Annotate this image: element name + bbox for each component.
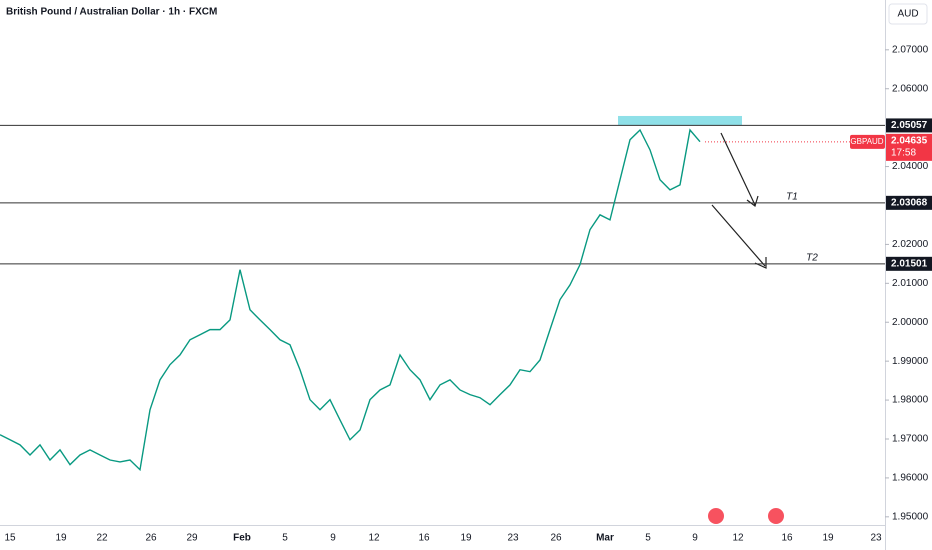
- y-tick-label: 2.07000: [892, 44, 929, 55]
- target-label: T1: [786, 191, 798, 202]
- currency-box[interactable]: [888, 3, 928, 25]
- x-tick-label: 26: [145, 533, 157, 544]
- x-tick-label: 19: [822, 533, 834, 544]
- x-tick-label: 23: [870, 533, 882, 544]
- x-tick-label: 16: [418, 533, 430, 544]
- x-tick-label: 15: [4, 533, 16, 544]
- arrow-t1: [720, 132, 759, 207]
- x-tick-label: 19: [460, 533, 472, 544]
- event-icons: [708, 508, 784, 524]
- arrow-t2: [711, 204, 767, 269]
- x-tick-label: 26: [550, 533, 562, 544]
- symbol-tag: [850, 134, 885, 149]
- y-tick-label: 2.04000: [892, 161, 929, 172]
- chart-title: British Pound / Australian Dollar · 1h ·…: [6, 7, 217, 18]
- y-tick-label: 1.99000: [892, 356, 929, 367]
- y-tick-label: 1.96000: [892, 473, 929, 484]
- x-tick-label: 9: [692, 533, 698, 544]
- y-tick-label: 2.02000: [892, 239, 929, 250]
- event-icon[interactable]: [708, 508, 724, 524]
- x-tick-label: 12: [368, 533, 380, 544]
- level-label-box: [886, 256, 932, 271]
- x-tick-label: Feb: [233, 533, 251, 544]
- price-tag-label: 2.04635: [891, 135, 928, 146]
- x-tick-label: 5: [645, 533, 651, 544]
- currency-label[interactable]: AUD: [897, 9, 918, 20]
- resistance-zone: [618, 115, 742, 126]
- level-label-box: [886, 195, 932, 210]
- y-tick-label: 2.01000: [892, 278, 929, 289]
- price-tag: [886, 133, 932, 161]
- symbol-tag-label: GBPAUD: [850, 137, 883, 146]
- y-tick-label: 2.00000: [892, 317, 929, 328]
- countdown-label: 17:58: [891, 147, 916, 158]
- x-tick-label: 29: [186, 533, 198, 544]
- x-tick-label: 19: [55, 533, 67, 544]
- x-tick-label: 23: [507, 533, 519, 544]
- x-tick-label: 5: [282, 533, 288, 544]
- y-tick-label: 1.98000: [892, 395, 929, 406]
- level-label: 2.01501: [891, 258, 928, 269]
- target-label: T2: [806, 252, 818, 263]
- level-label: 2.03068: [891, 197, 928, 208]
- level-label: 2.05057: [891, 120, 928, 131]
- x-tick-label: 12: [732, 533, 744, 544]
- x-tick-label: 22: [96, 533, 108, 544]
- x-tick-label: 9: [330, 533, 336, 544]
- event-icon[interactable]: [768, 508, 784, 524]
- level-label-box: [886, 118, 932, 133]
- target-arrows: [711, 132, 767, 269]
- price-line: [0, 128, 701, 472]
- x-tick-label: 16: [781, 533, 793, 544]
- y-tick-label: 1.97000: [892, 434, 929, 445]
- y-tick-label: 2.06000: [892, 83, 929, 94]
- x-tick-label: Mar: [596, 533, 614, 544]
- y-tick-label: 1.95000: [892, 511, 929, 522]
